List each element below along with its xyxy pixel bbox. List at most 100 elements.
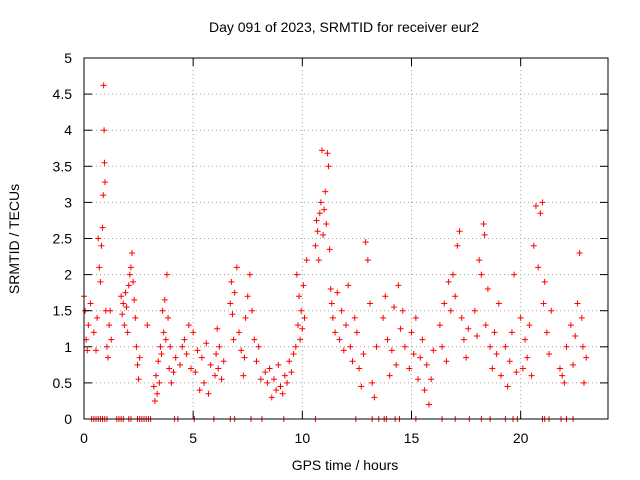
data-point (105, 354, 112, 361)
data-point (447, 307, 454, 314)
data-point (151, 397, 158, 404)
data-point (454, 242, 461, 249)
data-point (196, 387, 203, 394)
data-point (425, 401, 432, 408)
data-point (506, 358, 513, 365)
data-point (238, 347, 245, 354)
data-point (165, 314, 172, 321)
data-point (317, 199, 324, 206)
data-point (125, 282, 132, 289)
data-point (334, 289, 341, 296)
data-point (517, 314, 524, 321)
data-point (528, 372, 535, 379)
data-point (524, 354, 531, 361)
grid (84, 58, 608, 419)
data-point (163, 271, 170, 278)
data-point (118, 293, 125, 300)
data-point (98, 242, 105, 249)
data-point (205, 390, 212, 397)
data-point (158, 351, 165, 358)
data-point (482, 322, 489, 329)
data-point (476, 257, 483, 264)
data-point (579, 343, 586, 350)
data-point (279, 390, 286, 397)
data-point (478, 271, 485, 278)
data-point (103, 343, 110, 350)
data-point (101, 127, 108, 134)
data-point (441, 300, 448, 307)
data-point (430, 347, 437, 354)
data-point (463, 354, 470, 361)
data-point (371, 394, 378, 401)
data-point (170, 369, 177, 376)
data-point (329, 314, 336, 321)
data-point (293, 271, 300, 278)
data-point (519, 365, 526, 372)
plot-frame (83, 57, 609, 420)
data-point (294, 322, 301, 329)
data-point (122, 289, 129, 296)
data-point (168, 379, 175, 386)
data-point (384, 336, 391, 343)
data-point (129, 249, 136, 256)
y-tick-label: 0.5 (53, 375, 73, 391)
data-point (185, 322, 192, 329)
data-point (244, 293, 251, 300)
data-point (251, 336, 258, 343)
data-point (583, 354, 590, 361)
data-point (397, 325, 404, 332)
data-point (257, 376, 264, 383)
data-point (428, 376, 435, 383)
data-point (487, 343, 494, 350)
data-point (213, 351, 220, 358)
data-point (576, 249, 583, 256)
data-point (351, 314, 358, 321)
data-point (526, 322, 533, 329)
x-tick-label: 15 (404, 430, 420, 446)
data-point (474, 332, 480, 339)
data-point (340, 347, 347, 354)
data-point (316, 210, 323, 217)
data-point (270, 376, 277, 383)
data-point (236, 329, 243, 336)
data-point (546, 351, 553, 358)
data-point (578, 314, 585, 321)
data-point (99, 224, 106, 231)
y-tick-label: 1 (64, 339, 72, 355)
data-point (391, 304, 398, 311)
data-point (567, 322, 574, 329)
data-point (298, 307, 305, 314)
data-point (419, 336, 426, 343)
data-point (504, 383, 511, 390)
data-point (192, 369, 199, 376)
data-point (144, 322, 151, 329)
data-point (491, 329, 498, 336)
data-point (249, 307, 256, 314)
data-point (212, 372, 218, 379)
data-point (120, 300, 127, 307)
data-point (412, 314, 419, 321)
data-point (312, 242, 319, 249)
data-point (132, 314, 139, 321)
data-point (574, 300, 581, 307)
data-point (393, 361, 400, 368)
data-point (94, 314, 101, 321)
data-point (154, 390, 161, 397)
data-point (87, 300, 94, 307)
data-point (136, 354, 143, 361)
data-point (156, 379, 163, 386)
data-point (395, 282, 402, 289)
data-point (275, 361, 282, 368)
data-point (570, 361, 577, 368)
data-point (166, 365, 173, 372)
data-point (539, 199, 546, 206)
data-point (95, 235, 102, 242)
data-point (150, 383, 157, 390)
data-point (358, 383, 365, 390)
data-point (228, 278, 235, 285)
data-point (262, 369, 269, 376)
data-point (303, 257, 310, 264)
x-tick-label: 5 (189, 430, 197, 446)
data-point (449, 271, 456, 278)
